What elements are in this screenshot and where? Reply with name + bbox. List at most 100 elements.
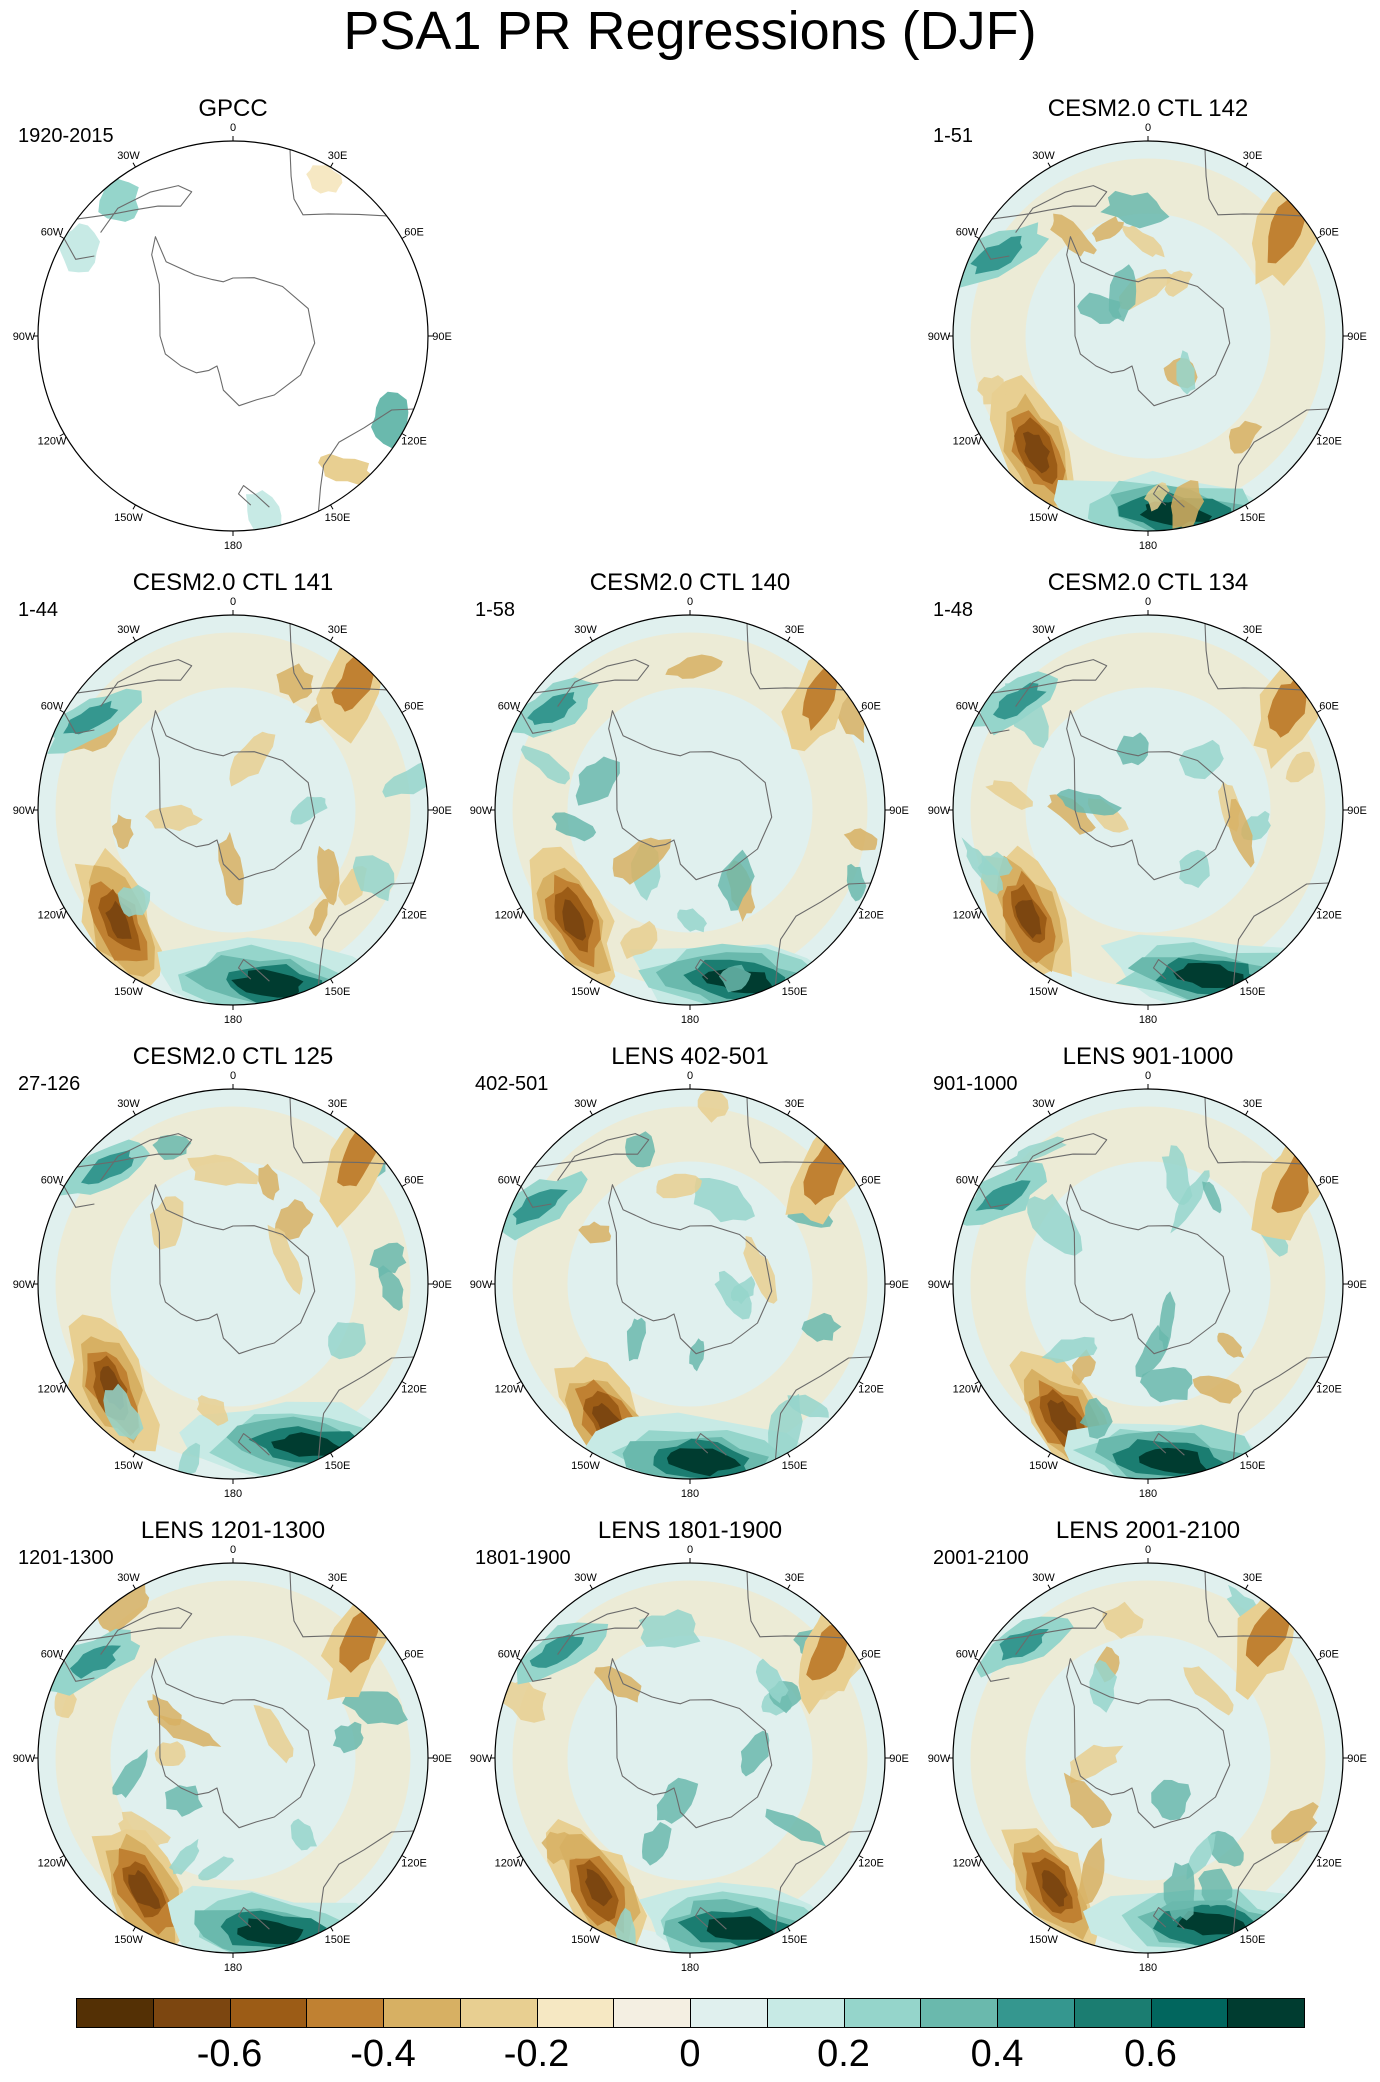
anomaly-contour (267, 1224, 303, 1295)
longitude-label: 0 (230, 1070, 236, 1082)
longitude-tick (330, 1584, 334, 1590)
wet-anomaly-contour (527, 692, 577, 725)
longitude-tick (132, 1452, 136, 1458)
longitude-label: 150E (1240, 1460, 1266, 1472)
new-zealand-outline (237, 485, 270, 508)
anomaly-contour (743, 1236, 778, 1304)
longitude-tick (974, 433, 980, 437)
longitude-label: 150W (114, 986, 143, 998)
anomaly-contour (846, 863, 867, 902)
longitude-label: 60E (1319, 227, 1339, 239)
colorbar-tick-label: 0.2 (817, 2033, 870, 2075)
longitude-label: 0 (687, 596, 693, 608)
anomaly-contour (677, 908, 707, 933)
dry-anomaly-contour (1014, 899, 1042, 939)
anomaly-contour (258, 1163, 280, 1201)
polar-stereographic-map: 0 30E 60E 90E 120E 150E 180 150W 120W 90W 60W 30W (470, 1544, 909, 1974)
anomaly-contour (1050, 213, 1097, 257)
anomaly-contour (1176, 350, 1196, 395)
longitude-label: 60W (956, 1175, 979, 1187)
longitude-tick (516, 1855, 522, 1859)
longitude-tick (787, 636, 791, 642)
land-observation-contour (371, 391, 409, 449)
longitude-tick (401, 1657, 407, 1661)
new-zealand-outline (237, 1433, 270, 1456)
anomaly-contour (229, 731, 276, 787)
africa-outline (746, 623, 851, 699)
polar-stereographic-map: 0 30E 60E 90E 120E 150E 180 150W 120W 90W 60W 30W (13, 596, 452, 1026)
longitude-label: 150E (325, 1460, 351, 1472)
anomaly-contour (1047, 794, 1096, 835)
colorbar-box (306, 1998, 384, 2028)
land-observation-contour (246, 490, 286, 531)
anomaly-contour (1069, 1744, 1124, 1784)
longitude-label: 90W (470, 1279, 493, 1291)
longitude-tick (858, 1381, 864, 1385)
longitude-label: 180 (224, 540, 242, 552)
panel-period: 1-51 (933, 125, 974, 147)
longitude-label: 120E (858, 1384, 884, 1396)
longitude-tick (974, 1657, 980, 1661)
longitude-tick (330, 978, 334, 984)
longitude-label: 90W (928, 805, 951, 817)
longitude-label: 120W (495, 910, 524, 922)
longitude-tick (516, 1657, 522, 1661)
map-panel: CESM2.0 CTL 125 27-126 0 30E 60E 90E 120E 150E 1… (13, 1043, 453, 1500)
longitude-label: 30W (117, 1098, 140, 1110)
anomaly-contour (157, 1714, 222, 1747)
longitude-tick (1316, 433, 1322, 437)
wet-anomaly-contour (706, 1916, 774, 1940)
anomaly-contour (714, 1270, 752, 1320)
polar-stereographic-map: 0 30E 60E 90E 120E 150E 180 150W 120W 90W 60W 30W (13, 1070, 452, 1500)
longitude-tick (401, 907, 407, 911)
longitude-tick (787, 1926, 791, 1932)
wet-anomaly-contour (63, 700, 119, 735)
longitude-tick (858, 1855, 864, 1859)
longitude-label: 150E (1240, 1934, 1266, 1946)
colorbar-box (1073, 1998, 1152, 2028)
longitude-label: 150W (114, 512, 143, 524)
anomaly-contour (1192, 1375, 1242, 1404)
longitude-label: 30W (117, 624, 140, 636)
longitude-label: 0 (1145, 122, 1151, 134)
wet-anomaly-contour (975, 1180, 1031, 1211)
anomaly-contour (274, 1199, 314, 1240)
longitude-tick (401, 1381, 407, 1385)
longitude-label: 0 (1145, 1544, 1151, 1556)
anomaly-contour (1186, 1833, 1216, 1880)
longitude-tick (1316, 1855, 1322, 1859)
longitude-tick (132, 1584, 136, 1590)
anomaly-contour (665, 654, 723, 679)
anomaly-contour (1183, 1666, 1234, 1716)
longitude-label: 90E (1347, 805, 1367, 817)
anomaly-contour (1178, 739, 1224, 780)
longitude-tick (401, 709, 407, 713)
colorbar-box (459, 1998, 538, 2028)
antarctica-outline (608, 710, 773, 881)
anomaly-contour (253, 1704, 294, 1764)
colorbar-box (920, 1998, 998, 2028)
africa-outline (1204, 1571, 1309, 1647)
anomaly-contour (168, 1838, 200, 1875)
colorbar-tick-label: -0.4 (350, 2033, 416, 2075)
anomaly-contour (290, 1818, 317, 1851)
colorbar-tick-label: 0.6 (1124, 2033, 1177, 2075)
anomaly-contour (689, 1338, 705, 1372)
panel-title: CESM2.0 CTL 125 (132, 1043, 334, 1070)
colorbar-box (383, 1998, 461, 2028)
longitude-label: 0 (1145, 596, 1151, 608)
anomaly-contour (1170, 1170, 1210, 1234)
longitude-label: 30W (1032, 150, 1055, 162)
anomaly-contour (1102, 1601, 1144, 1639)
anomaly-contour (1271, 1802, 1319, 1844)
anomaly-contour (1151, 1779, 1191, 1821)
longitude-tick (1316, 1657, 1322, 1661)
africa-outline (1204, 149, 1309, 225)
antarctica-outline (1066, 710, 1231, 881)
anomaly-contour (765, 1808, 827, 1847)
antarctica-outline (151, 1658, 316, 1829)
longitude-label: 30E (1243, 150, 1263, 162)
longitude-tick (787, 978, 791, 984)
dry-anomaly-contour (1041, 1870, 1068, 1907)
panel-period: 1201-1300 (18, 1547, 114, 1569)
